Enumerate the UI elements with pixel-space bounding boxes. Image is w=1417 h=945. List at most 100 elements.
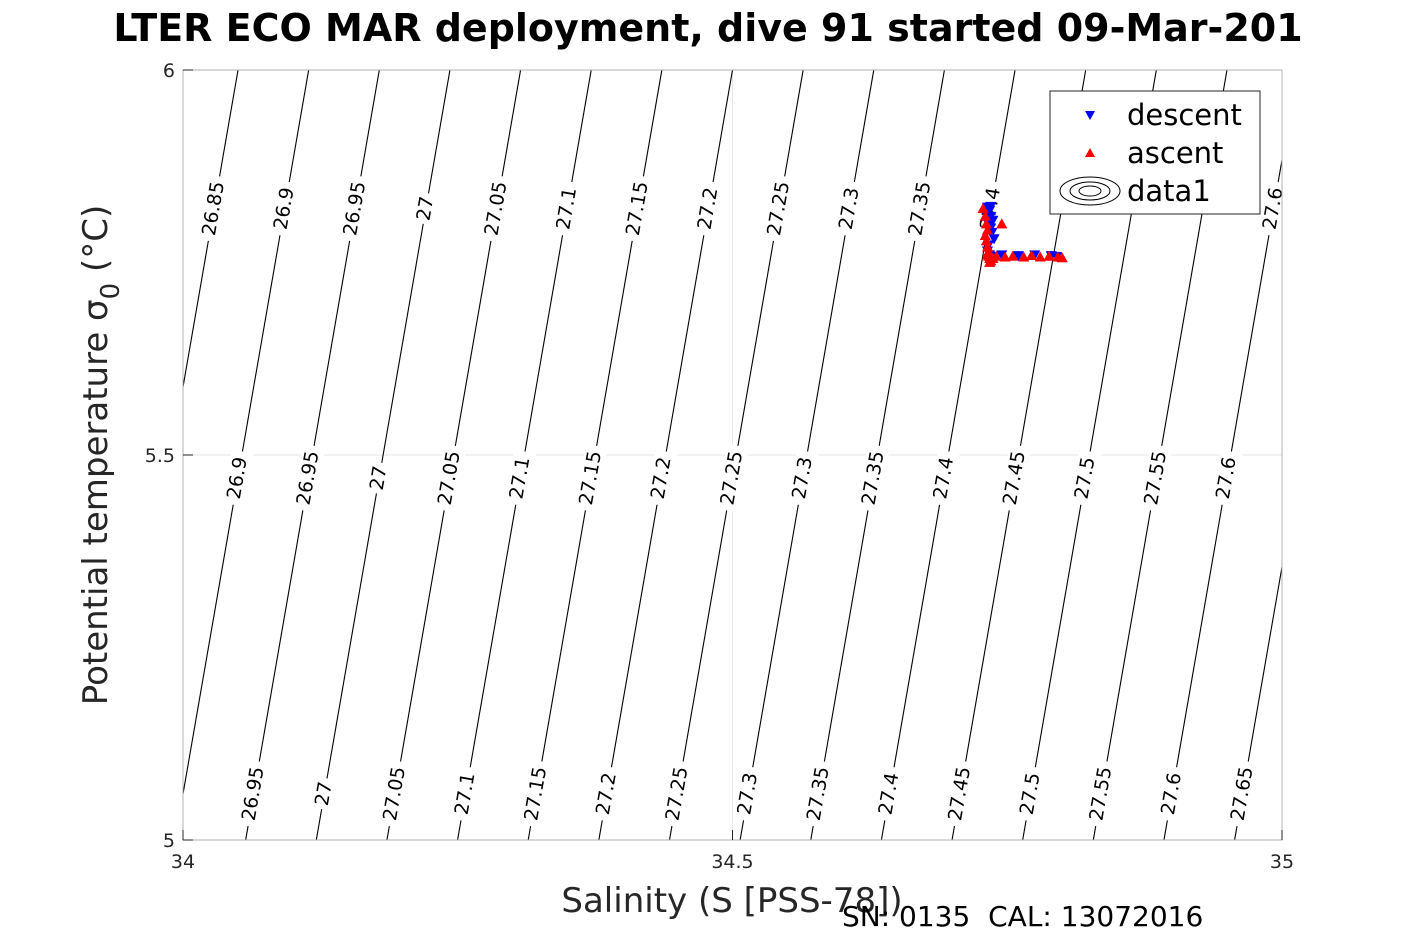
contour-label-gap <box>338 174 372 243</box>
contour-label-gap <box>621 174 655 243</box>
contour-level-label: 27.05 <box>379 765 410 822</box>
contour-level-label: 27.3 <box>733 771 762 816</box>
contour-level-label: 27.15 <box>622 180 653 237</box>
contour-label-gap <box>365 460 393 496</box>
axis-ticks: 34 34.5 35 5 5.5 6 <box>145 60 1294 873</box>
contour-label-gap <box>197 174 231 243</box>
y-tick-label: 5 <box>163 830 175 852</box>
contour-level-label: 27 <box>412 195 438 223</box>
contour-label-gap <box>873 765 905 823</box>
contour-label-gap <box>802 759 836 828</box>
contour-icon <box>1059 176 1121 206</box>
y-tick-label: 6 <box>163 60 175 82</box>
contour-level-label: 27.5 <box>1071 455 1100 500</box>
contour-level-label: 27.55 <box>1085 765 1116 822</box>
contour-level-label: 27.1 <box>451 771 480 816</box>
contour-label-gap <box>269 180 301 238</box>
y-axis-label: Potential temperature σ0 (°C) <box>76 205 126 705</box>
ascent-point <box>996 218 1008 229</box>
legend-box <box>1049 90 1261 215</box>
contour-label-gap <box>943 759 977 828</box>
contour-label-gap <box>237 759 271 828</box>
chart-title: LTER ECO MAR deployment, dive 91 started… <box>113 6 1303 50</box>
isopycnal-line <box>1234 563 1282 840</box>
ascent-point <box>1034 251 1046 262</box>
contour-level-label: 27.1 <box>552 186 581 231</box>
contour-label-gap <box>834 180 866 238</box>
contour-label-gap <box>732 765 764 823</box>
contour-label-gap <box>998 443 1032 513</box>
contour-label-gap <box>519 759 553 828</box>
contour-label-gap <box>1015 765 1047 823</box>
x-tick-label: 35 <box>1270 851 1294 873</box>
contour-level-label: 27.55 <box>1140 449 1171 506</box>
contour-level-label: 27 <box>366 464 392 492</box>
contour-label-gap <box>857 443 891 513</box>
contour-level-label: 27.4 <box>874 771 903 816</box>
contour-label-gap <box>1226 759 1260 828</box>
ascent-point <box>984 256 996 267</box>
contour-icon <box>1069 181 1111 201</box>
legend-entry-label: ascent <box>1127 136 1223 170</box>
contour-label-gap <box>378 759 412 828</box>
serial-calibration-note: SN: 0135 CAL: 13072016 <box>842 900 1204 933</box>
contour-label-gap <box>574 443 608 513</box>
contour-level-label: 27.05 <box>434 449 465 506</box>
ascent-point <box>1056 252 1068 263</box>
contour-label-gap <box>292 443 325 513</box>
contour-level-label: 27.3 <box>835 186 864 231</box>
descent-marker-icon <box>1085 111 1095 120</box>
contour-label-gap <box>591 765 623 823</box>
contour-level-label: 27.6 <box>1259 186 1288 231</box>
contour-label-gap <box>1211 449 1243 507</box>
contour-level-label: 27.35 <box>904 180 935 237</box>
contour-label-gap <box>1070 449 1101 507</box>
contour-label-gap <box>1258 180 1290 238</box>
descent-point <box>985 201 997 213</box>
contour-level-label: 27.4 <box>929 455 958 500</box>
contour-level-label: 27.2 <box>592 771 621 816</box>
x-tick-label: 34.5 <box>711 851 753 873</box>
contour-label-gap <box>450 765 482 823</box>
contour-label-gap <box>480 174 513 243</box>
ascent-point <box>1007 250 1019 261</box>
contour-level-label: 27.25 <box>763 180 794 237</box>
contour-label-gap <box>928 449 960 507</box>
contour-label-gap <box>1139 443 1173 513</box>
legend: descent ascent data1 <box>1049 90 1261 215</box>
contour-label-gap <box>1084 759 1118 828</box>
contour-level-label: 27.1 <box>505 455 534 500</box>
contour-level-label: 26.95 <box>339 180 370 237</box>
contour-level-label: 27.2 <box>693 186 722 231</box>
contour-level-label: 27.45 <box>944 765 975 822</box>
contour-label-gap <box>692 180 724 238</box>
ascent-point <box>981 249 994 260</box>
ascent-point <box>1025 249 1038 260</box>
contour-label-gap <box>715 443 749 513</box>
ascent-point <box>990 250 1002 261</box>
ascent-point <box>999 251 1011 262</box>
contour-level-label: 27.25 <box>662 765 693 822</box>
contour-level-label: 26.95 <box>238 765 269 822</box>
contour-level-label: 27.65 <box>1227 765 1258 822</box>
contour-level-label: 27.35 <box>803 765 834 822</box>
legend-entry-label: descent <box>1127 98 1242 132</box>
contour-level-label: 27.15 <box>575 449 606 506</box>
contour-label-gap <box>762 174 796 243</box>
y-tick-label: 5.5 <box>145 445 175 467</box>
contour-level-label: 27.25 <box>716 449 747 506</box>
contour-level-label: 27.5 <box>1016 771 1045 816</box>
contour-label-gap <box>433 443 467 513</box>
contour-level-label: 27.2 <box>647 455 676 500</box>
contour-level-label: 27.35 <box>858 449 889 506</box>
x-axis-label: Salinity (S [PSS-78]) <box>561 881 902 921</box>
contour-label-gap <box>222 449 254 507</box>
contour-level-label: 26.9 <box>223 455 252 500</box>
legend-entry-label: data1 <box>1127 174 1211 208</box>
contour-level-label: 26.9 <box>270 186 299 231</box>
contour-label-gap <box>787 449 819 507</box>
contour-label-gap <box>504 449 536 507</box>
contour-level-label: 27.6 <box>1212 455 1241 500</box>
